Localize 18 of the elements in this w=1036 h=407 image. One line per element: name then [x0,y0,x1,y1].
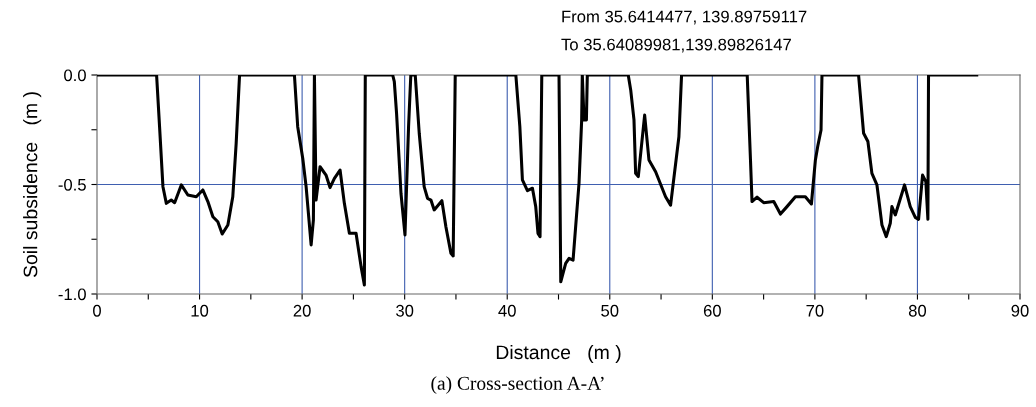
y-tick-label: -1.0 [58,288,86,301]
x-tick-label: 20 [293,304,311,317]
x-tick-label: 0 [93,304,101,317]
x-tick-label: 40 [498,304,516,317]
x-tick-label: 30 [396,304,414,317]
y-tick-label: 0.0 [64,69,86,82]
x-tick-label: 50 [601,304,619,317]
x-tick-label: 60 [703,304,721,317]
y-tick-label: -0.5 [58,178,86,191]
x-tick-label: 10 [191,304,209,317]
x-tick-label: 90 [1011,304,1029,317]
text: To 35.64089981,139.89826147 [561,38,791,53]
y-axis-title: Soil subsidence (m ) [23,92,42,278]
x-tick-label: 70 [806,304,824,317]
x-tick-label: 80 [908,304,927,317]
x-axis-title: Distance (m ) [496,344,621,364]
text: From 35.6414477, 139.89759117 [562,10,807,25]
text: (a) Cross-section A-A’ [431,376,604,394]
